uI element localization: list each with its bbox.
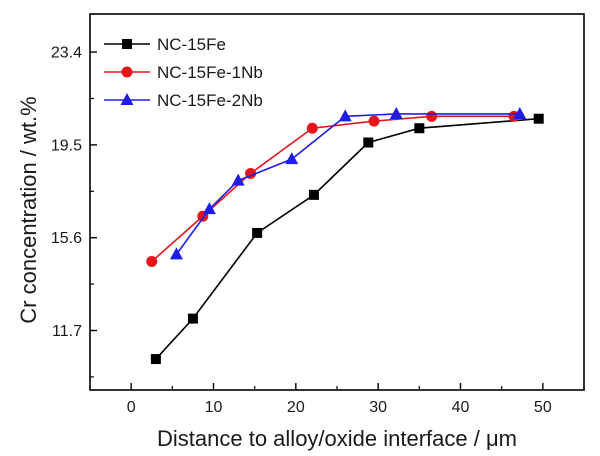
data-point xyxy=(533,113,544,124)
y-tick-label-0: 11.7 xyxy=(52,323,82,340)
data-point xyxy=(150,354,161,365)
legend-marker-2 xyxy=(120,93,134,105)
legend-label-0: NC-15Fe xyxy=(157,35,226,54)
legend: NC-15Fe NC-15Fe-1Nb NC-15Fe-2Nb xyxy=(104,35,263,110)
series-line-2 xyxy=(175,113,520,255)
series-0 xyxy=(150,113,544,365)
x-tick-label-3: 30 xyxy=(369,399,387,416)
data-point xyxy=(363,137,374,148)
data-point xyxy=(202,202,216,215)
legend-marker-1 xyxy=(121,66,133,78)
series-layer xyxy=(146,106,544,365)
data-point xyxy=(187,313,198,324)
y-tick-label-1: 15.6 xyxy=(51,230,82,247)
data-point xyxy=(426,110,438,122)
legend-label-2: NC-15Fe-2Nb xyxy=(157,91,263,110)
data-point xyxy=(389,106,403,119)
series-line-1 xyxy=(151,115,515,263)
x-tick-label-4: 40 xyxy=(452,399,470,416)
data-point xyxy=(231,173,245,186)
series-line-0 xyxy=(155,117,539,360)
data-point xyxy=(285,152,299,165)
x-axis-title: Distance to alloy/oxide interface / μm xyxy=(157,426,517,451)
series-1 xyxy=(146,110,520,267)
y-axis-title: Cr concentration / wt.% xyxy=(16,96,41,323)
data-point xyxy=(306,122,318,134)
data-point xyxy=(414,123,425,134)
axes: 0 10 20 30 40 50 11.7 15.6 19.5 23.4 xyxy=(51,13,585,416)
legend-marker-0 xyxy=(122,39,132,49)
y-tick-label-2: 19.5 xyxy=(51,137,82,154)
x-tick-label-0: 0 xyxy=(127,399,136,416)
legend-label-1: NC-15Fe-1Nb xyxy=(157,63,263,82)
data-point xyxy=(308,189,319,200)
x-tick-label-1: 10 xyxy=(205,399,223,416)
data-point xyxy=(338,109,352,122)
data-point xyxy=(169,247,183,260)
x-tick-label-2: 20 xyxy=(287,399,305,416)
data-point xyxy=(368,115,380,127)
series-2 xyxy=(169,106,527,260)
data-point xyxy=(252,227,263,238)
data-point xyxy=(146,255,158,267)
y-tick-label-3: 23.4 xyxy=(51,45,82,62)
x-tick-label-5: 50 xyxy=(534,399,552,416)
data-point xyxy=(513,106,527,119)
